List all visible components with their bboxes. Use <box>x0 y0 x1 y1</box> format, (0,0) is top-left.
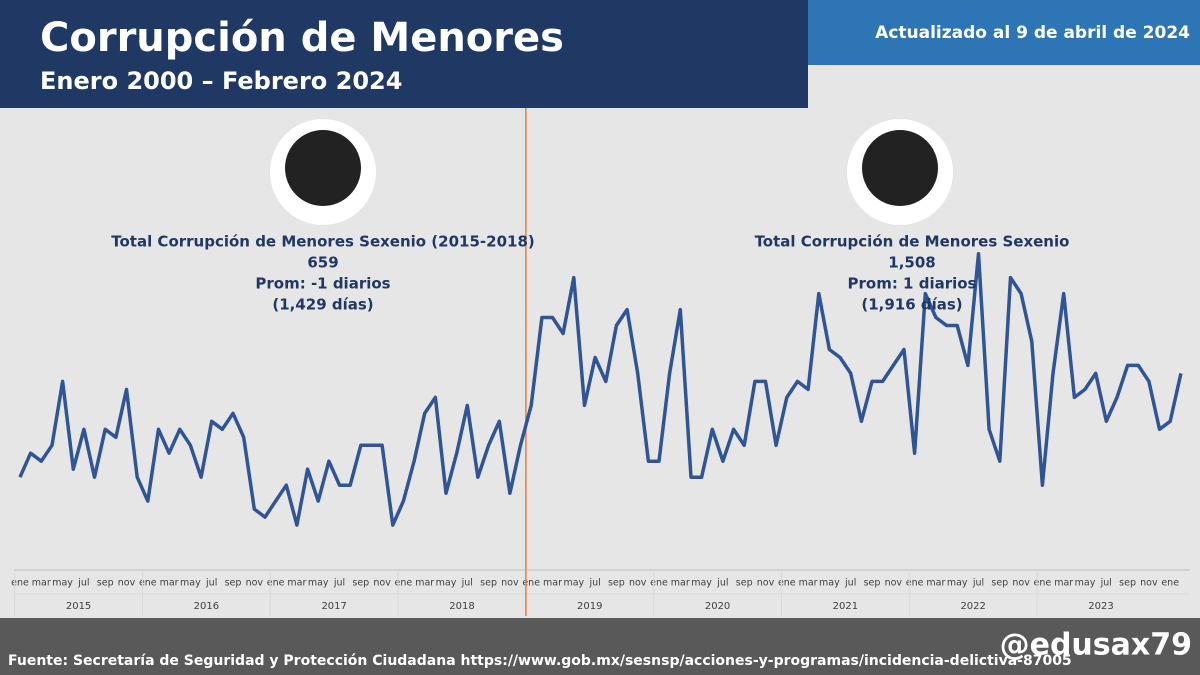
year-label: 2020 <box>705 601 730 612</box>
x-tick-label: may <box>1075 578 1096 589</box>
x-tick-label: ene <box>778 578 796 589</box>
x-tick-label: nov <box>1140 578 1158 589</box>
portrait-figure <box>862 130 938 206</box>
x-tick-label: sep <box>736 578 753 589</box>
updated: Actualizado al 9 de abril de 2024 <box>875 23 1190 43</box>
x-tick-label: ene <box>395 578 413 589</box>
x-tick-label: nov <box>118 578 136 589</box>
plot: ene mar may jul sep nov ene mar may jul sep nov ene m… <box>11 108 1190 616</box>
x-tick-label: mar <box>543 578 562 589</box>
x-tick-label: nov <box>885 578 903 589</box>
annotation: (1,429 días) <box>272 296 373 314</box>
year-label: 2023 <box>1088 601 1113 612</box>
x-tick-label: nov <box>757 578 775 589</box>
annotation: Prom: -1 diarios <box>255 275 390 293</box>
x-tick-label: may <box>947 578 968 589</box>
x-tick-label: may <box>52 578 73 589</box>
x-tick-label: jul <box>972 578 984 589</box>
annotation: Prom: 1 diarios <box>848 275 977 293</box>
x-tick-label: ene <box>139 578 157 589</box>
x-tick-label: mar <box>799 578 818 589</box>
x-tick-label: sep <box>991 578 1008 589</box>
x-tick-label: ene <box>1161 578 1179 589</box>
x-tick-label: sep <box>352 578 369 589</box>
x-tick-label: sep <box>225 578 242 589</box>
portrait-figure <box>285 130 361 206</box>
subtitle: Enero 2000 – Febrero 2024 <box>40 67 402 95</box>
x-tick-label: mar <box>415 578 434 589</box>
x-tick-label: ene <box>1034 578 1052 589</box>
data-line <box>18 251 1183 527</box>
x-tick-label: jul <box>77 578 89 589</box>
source: Fuente: Secretaría de Seguridad y Protec… <box>8 653 1072 669</box>
x-tick-label: may <box>308 578 329 589</box>
x-tick-label: jul <box>205 578 217 589</box>
x-tick-label: ene <box>522 578 540 589</box>
x-tick-label: jul <box>716 578 728 589</box>
handle: @edusax79 <box>1000 628 1192 663</box>
x-tick-label: ene <box>11 578 29 589</box>
x-tick-label: may <box>180 578 201 589</box>
footer-band <box>0 618 1200 675</box>
annotation: 659 <box>307 254 338 272</box>
x-tick-label: may <box>819 578 840 589</box>
year-label: 2021 <box>833 601 858 612</box>
x-tick-label: may <box>691 578 712 589</box>
annotation: Total Corrupción de Menores Sexenio (201… <box>111 233 535 251</box>
x-tick-label: mar <box>160 578 179 589</box>
x-tick-label: may <box>563 578 584 589</box>
x-tick-label: nov <box>373 578 391 589</box>
x-tick-label: sep <box>1119 578 1136 589</box>
x-tick-label: ene <box>650 578 668 589</box>
x-tick-label: sep <box>97 578 114 589</box>
x-tick-label: nov <box>501 578 519 589</box>
year-label: 2017 <box>321 601 346 612</box>
x-tick-label: jul <box>333 578 345 589</box>
annotation: (1,916 días) <box>861 296 962 314</box>
update-band <box>808 0 1200 65</box>
annotation: Total Corrupción de Menores Sexenio <box>755 233 1070 251</box>
title: Corrupción de Menores <box>40 15 564 61</box>
x-tick-label: ene <box>267 578 285 589</box>
x-tick-label: mar <box>671 578 690 589</box>
x-tick-label: jul <box>1100 578 1112 589</box>
year-label: 2019 <box>577 601 602 612</box>
x-tick-label: nov <box>629 578 647 589</box>
annotation: 1,508 <box>888 254 935 272</box>
x-tick-label: mar <box>926 578 945 589</box>
year-label: 2022 <box>960 601 985 612</box>
x-tick-label: may <box>436 578 457 589</box>
x-tick-label: mar <box>32 578 51 589</box>
x-tick-label: jul <box>588 578 600 589</box>
year-label: 2018 <box>449 601 474 612</box>
year-label: 2016 <box>194 601 219 612</box>
x-tick-label: nov <box>246 578 264 589</box>
header-band <box>0 0 808 108</box>
x-tick-label: mar <box>287 578 306 589</box>
x-tick-label: sep <box>608 578 625 589</box>
year-label: 2015 <box>66 601 91 612</box>
x-tick-label: sep <box>480 578 497 589</box>
x-tick-label: mar <box>1054 578 1073 589</box>
x-tick-label: jul <box>844 578 856 589</box>
x-tick-label: ene <box>906 578 924 589</box>
x-tick-label: nov <box>1012 578 1030 589</box>
x-tick-label: sep <box>864 578 881 589</box>
x-tick-label: jul <box>461 578 473 589</box>
